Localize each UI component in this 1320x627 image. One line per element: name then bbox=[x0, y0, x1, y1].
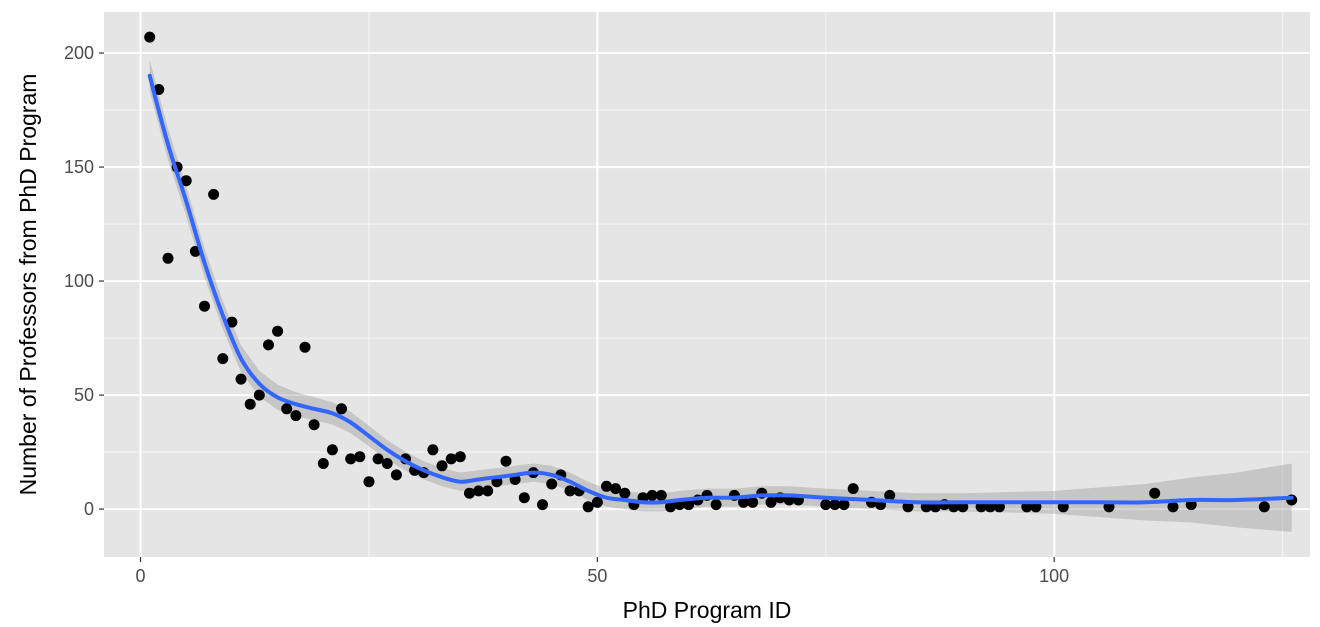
data-point bbox=[326, 444, 338, 456]
y-axis-title: Number of Professors from PhD Program bbox=[15, 74, 41, 496]
data-point bbox=[464, 487, 475, 499]
y-tick-label: 0 bbox=[84, 499, 94, 519]
data-point bbox=[354, 451, 366, 463]
data-point bbox=[546, 478, 558, 490]
data-point bbox=[336, 403, 347, 415]
data-point bbox=[847, 483, 859, 495]
data-point bbox=[299, 341, 311, 353]
major-grid bbox=[104, 12, 1310, 557]
data-point bbox=[253, 389, 265, 401]
data-point bbox=[199, 300, 210, 312]
data-point bbox=[162, 252, 174, 264]
smooth-line bbox=[147, 73, 1294, 505]
x-axis-ticks: 0 50 100 bbox=[136, 557, 1069, 586]
plot-panel bbox=[104, 12, 1310, 557]
data-point bbox=[180, 175, 192, 187]
data-point bbox=[665, 501, 676, 513]
data-point bbox=[454, 451, 466, 463]
x-tick-label: 100 bbox=[1039, 566, 1069, 586]
data-point bbox=[482, 485, 494, 497]
data-point bbox=[710, 499, 722, 511]
data-point bbox=[226, 316, 238, 328]
data-point bbox=[1149, 487, 1161, 499]
x-tick-label: 50 bbox=[587, 566, 607, 586]
data-point bbox=[427, 444, 439, 456]
y-tick-label: 100 bbox=[64, 271, 94, 291]
data-point bbox=[372, 453, 384, 465]
data-point bbox=[208, 188, 220, 200]
data-point bbox=[272, 325, 284, 337]
data-point bbox=[838, 499, 850, 511]
minor-grid bbox=[104, 12, 1310, 557]
data-point bbox=[473, 485, 485, 497]
data-point bbox=[290, 410, 302, 422]
data-point bbox=[683, 499, 695, 511]
data-point bbox=[738, 496, 749, 508]
data-point bbox=[518, 492, 530, 504]
data-point bbox=[1167, 501, 1179, 513]
data-point bbox=[436, 460, 448, 472]
data-point bbox=[144, 31, 156, 43]
data-point bbox=[619, 487, 631, 499]
data-point bbox=[217, 353, 229, 365]
data-point bbox=[884, 489, 896, 501]
data-point bbox=[646, 489, 658, 501]
data-point bbox=[564, 485, 576, 497]
data-point bbox=[655, 489, 667, 501]
data-point bbox=[765, 496, 777, 508]
data-point bbox=[1258, 501, 1270, 513]
data-point bbox=[747, 496, 759, 508]
data-point bbox=[582, 501, 594, 513]
data-point bbox=[381, 458, 393, 469]
data-point bbox=[281, 403, 293, 415]
y-tick-label: 150 bbox=[64, 157, 94, 177]
data-point bbox=[610, 483, 622, 495]
data-point bbox=[601, 480, 612, 492]
confidence-band bbox=[149, 59, 1292, 532]
x-axis-title: PhD Program ID bbox=[623, 597, 792, 623]
data-point bbox=[820, 499, 832, 511]
y-axis-ticks: 0 50 100 150 200 bbox=[64, 43, 104, 519]
data-point bbox=[345, 453, 357, 465]
y-tick-label: 50 bbox=[74, 385, 94, 405]
data-point bbox=[591, 496, 603, 508]
data-point bbox=[263, 339, 274, 351]
data-point bbox=[244, 398, 256, 410]
data-point bbox=[829, 499, 841, 511]
data-point bbox=[317, 458, 329, 469]
data-point bbox=[308, 419, 320, 431]
data-point bbox=[537, 499, 548, 511]
y-tick-label: 200 bbox=[64, 43, 94, 63]
data-point bbox=[153, 84, 165, 95]
data-point bbox=[500, 455, 512, 467]
data-point bbox=[235, 373, 247, 385]
data-point bbox=[363, 476, 375, 488]
x-tick-label: 0 bbox=[136, 566, 146, 586]
data-point bbox=[390, 469, 402, 481]
data-point bbox=[445, 453, 457, 465]
